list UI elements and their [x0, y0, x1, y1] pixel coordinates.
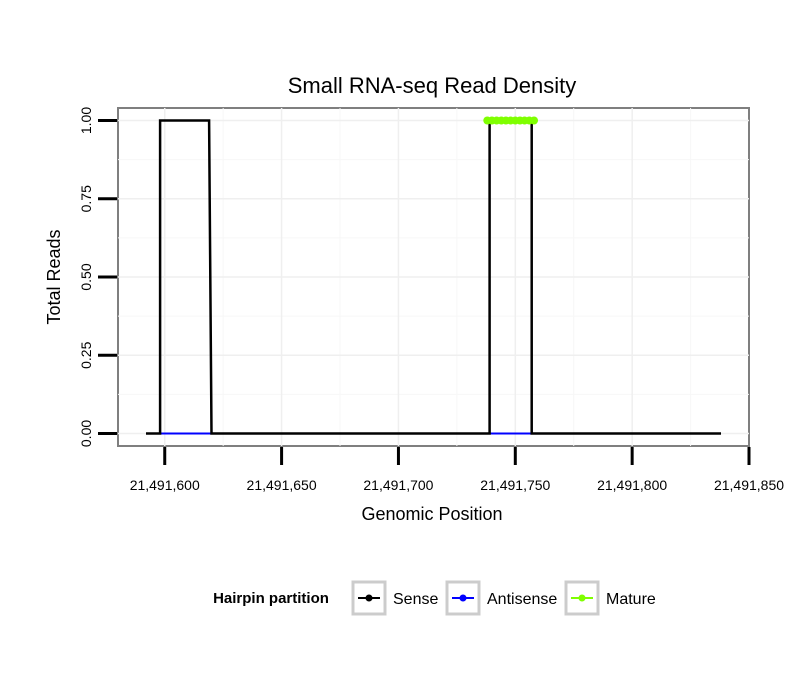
legend-title: Hairpin partition [213, 590, 329, 607]
legend-point-sense [365, 594, 373, 602]
legend: Hairpin partition Sense Antisense Mature [213, 580, 656, 616]
y-tick-label: 0.25 [78, 341, 94, 368]
legend-label-sense: Sense [393, 591, 438, 608]
grid-lines [118, 108, 749, 446]
series-mature-point [530, 116, 538, 125]
y-tick-label: 0.00 [78, 420, 94, 447]
legend-label-antisense: Antisense [487, 591, 557, 608]
y-tick-label: 1.00 [78, 107, 94, 134]
x-tick-label: 21,491,650 [247, 477, 317, 493]
chart-title: Small RNA-seq Read Density [288, 73, 577, 98]
x-tick-label: 21,491,750 [480, 477, 550, 493]
y-tick-label: 0.75 [78, 185, 94, 212]
data-series [146, 116, 721, 435]
y-axis: 0.00 0.25 0.50 0.75 1.00 [78, 107, 117, 447]
legend-point-mature [578, 594, 586, 602]
x-axis: 21,491,600 21,491,650 21,491,700 21,491,750… [130, 447, 784, 493]
y-tick-label: 0.50 [78, 263, 94, 290]
legend-point-antisense [459, 594, 467, 602]
legend-label-mature: Mature [606, 591, 656, 608]
x-tick-label: 21,491,850 [714, 477, 784, 493]
x-axis-title: Genomic Position [361, 504, 502, 524]
y-axis-title: Total Reads [44, 229, 64, 324]
x-tick-label: 21,491,600 [130, 477, 200, 493]
x-tick-label: 21,491,700 [363, 477, 433, 493]
x-tick-label: 21,491,800 [597, 477, 667, 493]
series-sense-line [146, 119, 721, 435]
